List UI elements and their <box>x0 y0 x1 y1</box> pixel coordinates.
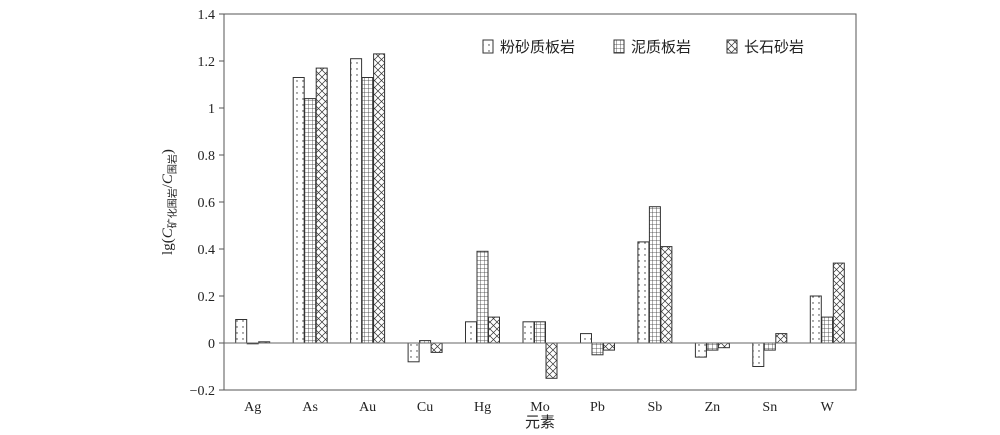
legend-swatch-siltstone-slate <box>482 39 494 54</box>
bar-mo-series-2 <box>545 342 558 379</box>
y-tick-label: 1.2 <box>198 55 216 70</box>
bar-mo-series-1 <box>534 321 546 344</box>
x-tick-label-zn: Zn <box>705 400 721 415</box>
bar-pb-series-2 <box>603 342 615 351</box>
bar-pb-series-0 <box>580 333 592 344</box>
x-axis-title: 元素 <box>525 414 555 431</box>
x-tick-label-as: As <box>302 400 318 415</box>
bar-hg-series-2 <box>488 316 500 344</box>
bar-zn-series-1 <box>706 342 719 351</box>
legend-label-mudstone-slate: 泥质板岩 <box>631 38 691 56</box>
bar-cu-series-2 <box>430 342 443 353</box>
x-tick-label-w: W <box>821 400 835 415</box>
bar-zn-series-0 <box>694 342 707 358</box>
bar-sn-series-0 <box>752 342 765 367</box>
y-tick-label: −0.2 <box>190 384 215 399</box>
y-tick-label: 0.8 <box>198 149 216 164</box>
x-tick-label-sb: Sb <box>648 400 663 415</box>
bar-sb-series-0 <box>637 241 650 344</box>
bar-au-series-1 <box>361 77 374 344</box>
x-tick-label-pb: Pb <box>590 400 605 415</box>
y-tick-label: 1 <box>208 102 215 117</box>
y-axis-title-sub2: 围岩 <box>166 154 179 174</box>
bar-pb-series-1 <box>591 342 604 356</box>
bar-w-series-2 <box>832 262 845 344</box>
bar-cu-series-0 <box>407 342 420 363</box>
y-axis-title: lg(C矿化围岩/C围岩) <box>160 149 179 255</box>
bar-as-series-1 <box>304 98 317 344</box>
bar-zn-series-2 <box>717 342 730 349</box>
y-axis-title-prefix: lg( <box>160 238 176 255</box>
bar-sb-series-2 <box>660 246 673 344</box>
x-tick-label-cu: Cu <box>417 400 433 415</box>
legend-label-siltstone-slate: 粉砂质板岩 <box>500 38 575 56</box>
bar-w-series-1 <box>821 316 834 344</box>
x-tick-label-au: Au <box>359 400 376 415</box>
x-tick-label-sn: Sn <box>762 400 777 415</box>
x-tick-label-ag: Ag <box>244 400 261 415</box>
y-ticks: −0.2 0 0.2 0.4 0.6 0.8 1 1.2 1.4 <box>190 8 224 399</box>
legend: 粉砂质板岩 泥质板岩 长石砂岩 <box>482 38 804 56</box>
bar-au-series-2 <box>373 53 386 344</box>
bar-au-series-0 <box>350 58 363 344</box>
bar-hg-series-0 <box>465 321 477 344</box>
legend-swatch-arkose <box>726 39 738 54</box>
bar-hg-series-1 <box>476 250 489 344</box>
x-tick-label-hg: Hg <box>474 400 491 415</box>
y-tick-label: 0.6 <box>198 196 216 211</box>
bar-w-series-0 <box>809 295 822 344</box>
y-tick-label: 0.2 <box>198 290 216 305</box>
y-axis-title-c1: C <box>160 227 176 238</box>
bar-as-series-2 <box>315 67 328 344</box>
y-axis-title-suffix: ) <box>160 149 176 154</box>
x-tick-label-mo: Mo <box>530 400 549 415</box>
bar-sb-series-1 <box>648 206 661 344</box>
bar-as-series-0 <box>292 77 305 344</box>
y-axis-title-sub1: 矿化围岩 <box>166 188 179 228</box>
y-tick-label: 1.4 <box>198 8 216 23</box>
bars-group <box>235 53 845 379</box>
y-tick-label: 0.4 <box>198 243 216 258</box>
bar-mo-series-0 <box>522 321 535 344</box>
y-tick-label: 0 <box>208 337 215 352</box>
bar-ag-series-0 <box>235 319 248 344</box>
bar-sn-series-2 <box>775 333 788 344</box>
x-categories: Ag As Au Cu Hg Mo Pb Sb Zn Sn W <box>244 400 834 415</box>
bar-sn-series-1 <box>763 342 776 351</box>
y-axis-title-slash: / <box>160 183 176 188</box>
legend-label-arkose: 长石砂岩 <box>744 39 804 56</box>
y-axis-title-c2: C <box>160 173 176 184</box>
legend-swatch-mudstone-slate <box>613 39 625 54</box>
